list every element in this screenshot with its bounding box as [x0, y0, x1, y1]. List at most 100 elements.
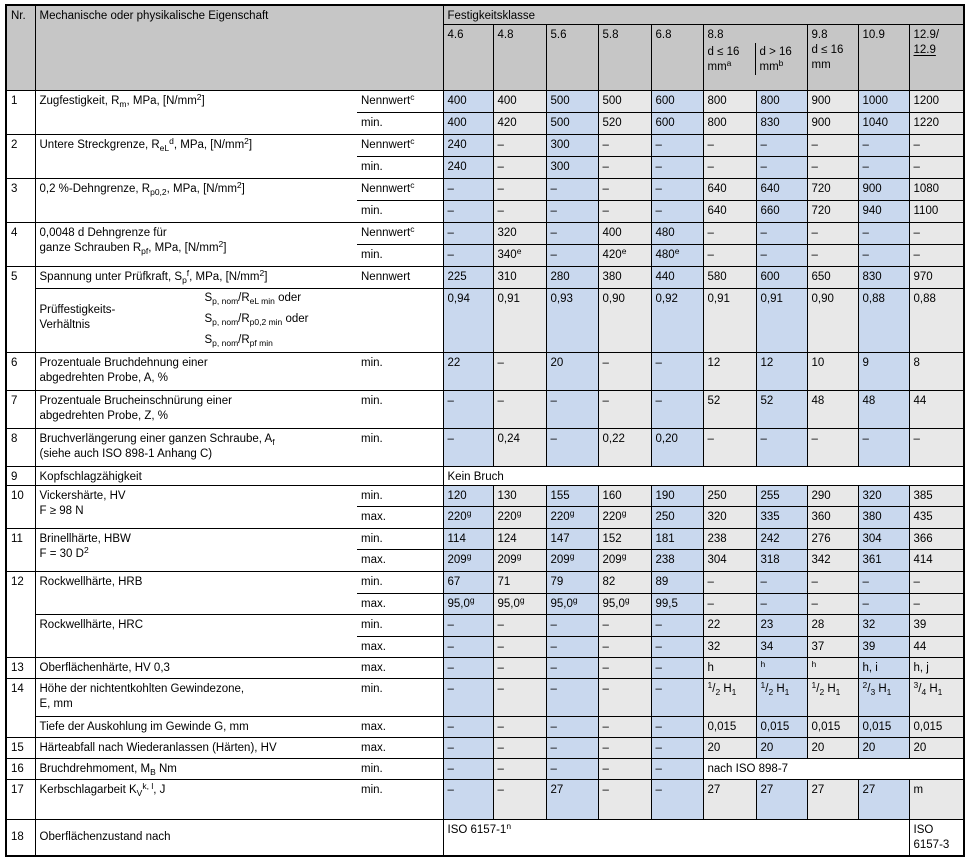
value-cell: 225 — [442, 266, 494, 289]
value-cell: 220g — [442, 506, 494, 529]
property-label: Rockwellhärte, HRB — [34, 571, 358, 615]
row-number: 17 — [5, 779, 36, 820]
value-cell: 0,015 — [857, 716, 910, 738]
sub-row-label: min. — [357, 428, 444, 467]
property-label: Brinellhärte, HBW F = 30 D2 — [34, 528, 358, 572]
value-cell: – — [857, 593, 910, 615]
value-cell: – — [597, 352, 652, 391]
value-cell: h — [755, 657, 808, 679]
sub-row-label: min. — [357, 678, 444, 717]
value-cell: – — [702, 244, 757, 267]
value-cell: 640 — [702, 200, 757, 223]
property-label: Rockwellhärte, HRC — [34, 614, 358, 658]
value-cell: 400 — [442, 112, 494, 135]
value-cell: – — [442, 244, 494, 267]
value-cell: 420 — [492, 112, 547, 135]
value-cell: 23 — [755, 614, 808, 637]
value-cell: – — [492, 134, 547, 157]
value-cell: – — [492, 716, 547, 738]
value-cell: 1100 — [908, 200, 965, 223]
value-cell: – — [492, 657, 547, 679]
property-label: Prozentuale Brucheinschnürung einer abged… — [34, 390, 358, 429]
value-cell: 0,90 — [597, 288, 652, 353]
value-cell: 340e — [492, 244, 547, 267]
property-label: Kerbschlagarbeit KVk, l, J — [34, 779, 358, 820]
sub-row-label: min. — [357, 571, 444, 594]
value-cell: 660 — [755, 200, 808, 223]
value-cell: 48 — [857, 390, 910, 429]
value-cell: 0,015 — [702, 716, 757, 738]
value-cell: 71 — [492, 571, 547, 594]
value-cell: 95,0g — [597, 593, 652, 615]
value-cell: 440 — [650, 266, 704, 289]
value-cell: 400 — [597, 222, 652, 245]
value-cell: 99,5 — [650, 593, 704, 615]
value-cell: 970 — [908, 266, 965, 289]
value-cell: – — [857, 571, 910, 594]
property-label: Tiefe der Auskohlung im Gewinde G, mm — [34, 716, 358, 738]
value-cell: 0,91 — [702, 288, 757, 353]
sub-row-label: max. — [357, 657, 444, 679]
value-cell: – — [597, 390, 652, 429]
value-cell: – — [442, 222, 494, 245]
value-cell: – — [806, 156, 859, 179]
row-number: 9 — [5, 466, 36, 486]
mechanical-properties-table: Nr. Mechanische oder physikalische Eigen… — [5, 4, 965, 857]
property-label: Bruchdrehmoment, MB Nm — [34, 758, 358, 780]
value-cell: 1/2 H1 — [755, 678, 808, 717]
sub-row-label: Nennwertc — [357, 178, 444, 201]
value-cell: 152 — [597, 528, 652, 550]
value-cell: 640 — [755, 178, 808, 201]
value-cell: 160 — [597, 485, 652, 507]
value-cell: – — [702, 571, 757, 594]
row-number: 13 — [5, 657, 36, 679]
value-cell: 89 — [650, 571, 704, 594]
value-cell: 240 — [442, 156, 494, 179]
value-cell: 320 — [857, 485, 910, 507]
value-cell: 0,92 — [650, 288, 704, 353]
value-cell: 0,22 — [597, 428, 652, 467]
value-cell: 280 — [545, 266, 599, 289]
value-cell: – — [492, 178, 547, 201]
value-cell: – — [702, 134, 757, 157]
value-cell: h, i — [857, 657, 910, 679]
ratio-formulas: Sp, nom/ReL min oder Sp, nom/Rp0,2 min o… — [204, 290, 309, 352]
value-cell: – — [545, 737, 599, 759]
sub-row-label: Nennwertc — [357, 134, 444, 157]
value-cell: 1/2 H1 — [806, 678, 859, 717]
value-cell: ISO 6157-1n — [442, 819, 910, 856]
value-cell: – — [806, 222, 859, 245]
value-cell: – — [492, 614, 547, 637]
row-number: 10 — [5, 485, 36, 529]
value-cell: 0,93 — [545, 288, 599, 353]
row-number: 12 — [5, 571, 36, 658]
value-cell: – — [545, 758, 599, 780]
value-cell: – — [597, 737, 652, 759]
value-cell: 600 — [650, 112, 704, 135]
header-class-8.8-d-gt-16: d > 16 mmb — [754, 43, 807, 75]
value-cell: – — [650, 352, 704, 391]
value-cell: 155 — [545, 485, 599, 507]
value-cell: 209g — [442, 549, 494, 572]
row-number: 5 — [5, 266, 36, 353]
value-cell: 600 — [650, 90, 704, 113]
sub-row-label: min. — [357, 200, 444, 223]
value-cell: h — [806, 657, 859, 679]
ratio-formula-2: Sp, nom/Rp0,2 min oder — [204, 313, 309, 327]
value-cell: 95,0g — [545, 593, 599, 615]
value-cell: – — [755, 593, 808, 615]
value-cell: 0,20 — [650, 428, 704, 467]
value-cell: 720 — [806, 200, 859, 223]
value-cell: – — [442, 716, 494, 738]
value-cell: – — [857, 244, 910, 267]
value-cell: 1220 — [908, 112, 965, 135]
value-cell: – — [908, 134, 965, 157]
value-cell: 1/2 H1 — [702, 678, 757, 717]
value-cell: 0,015 — [755, 716, 808, 738]
value-cell: 20 — [702, 737, 757, 759]
value-cell: – — [806, 593, 859, 615]
sub-row-label: min. — [357, 156, 444, 179]
value-cell: 95,0g — [442, 593, 494, 615]
property-label: Oberflächenhärte, HV 0,3 — [34, 657, 358, 679]
property-label: Oberflächenzustand nach — [34, 819, 444, 856]
